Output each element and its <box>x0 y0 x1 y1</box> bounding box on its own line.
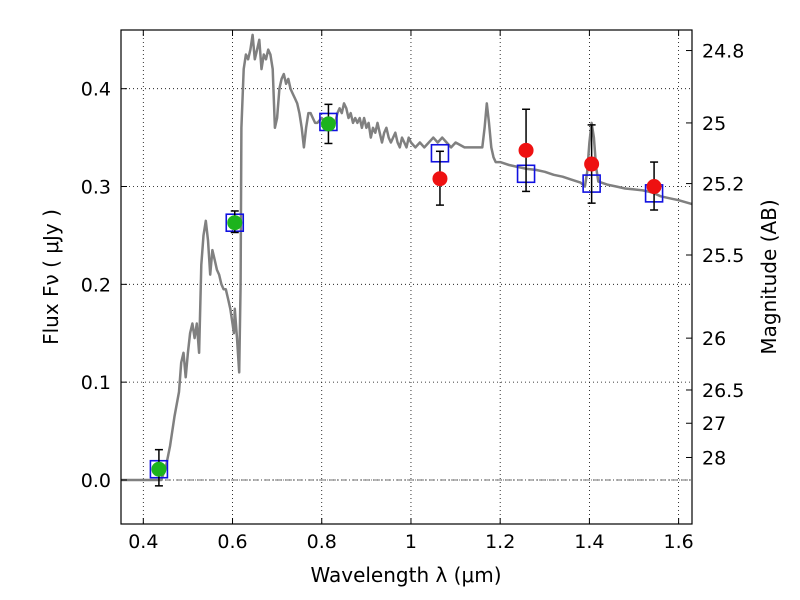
magnitude-tick-label: 27 <box>702 413 726 435</box>
y-tick-label: 0.3 <box>81 177 111 199</box>
x-tick-labels: 0.4 0.6 0.8 1 1.2 1.4 1.6 <box>128 531 694 553</box>
magnitude-tick-label: 28 <box>702 447 726 469</box>
green-data-point <box>320 116 336 132</box>
observed-points <box>151 116 662 477</box>
red-data-point <box>518 142 534 158</box>
y-tick-label: 0.4 <box>81 79 111 101</box>
red-data-point <box>646 179 662 195</box>
right-axis-title: Magnitude (AB) <box>757 199 781 354</box>
red-data-point <box>584 156 600 172</box>
green-data-point <box>151 461 167 477</box>
sed-model-line <box>121 33 693 482</box>
x-tick-label: 0.6 <box>217 531 247 553</box>
plot-frame <box>120 29 693 525</box>
x-tick-label: 0.8 <box>307 531 337 553</box>
magnitude-tick-label: 26.5 <box>702 380 744 402</box>
magnitude-tick-label: 25.2 <box>702 174 744 196</box>
grid <box>121 30 692 524</box>
axis-ticks <box>121 30 692 524</box>
errorbars <box>154 103 659 487</box>
y-tick-label: 0.1 <box>81 372 111 394</box>
magnitude-tick-label: 25 <box>702 113 726 135</box>
x-tick-label: 1.4 <box>574 531 604 553</box>
green-data-point <box>227 215 243 231</box>
x-tick-label: 1 <box>405 531 417 553</box>
magnitude-tick-labels: 24.8 25 25.2 25.5 26 26.5 27 28 <box>702 41 744 470</box>
red-data-point <box>432 171 448 187</box>
x-tick-label: 1.6 <box>664 531 694 553</box>
y-tick-label: 0.0 <box>81 470 111 492</box>
y-axis-title: Flux Fν ( μJy ) <box>39 209 63 345</box>
y-tick-labels: 0.0 0.1 0.2 0.3 0.4 <box>81 79 111 492</box>
x-tick-label: 0.4 <box>128 531 158 553</box>
magnitude-tick-label: 25.5 <box>702 245 744 267</box>
x-axis-title: Wavelength λ (μm) <box>310 563 501 587</box>
magnitude-tick-label: 24.8 <box>702 41 744 63</box>
y-tick-label: 0.2 <box>81 274 111 296</box>
x-tick-label: 1.2 <box>485 531 515 553</box>
magnitude-tick-label: 26 <box>702 328 726 350</box>
